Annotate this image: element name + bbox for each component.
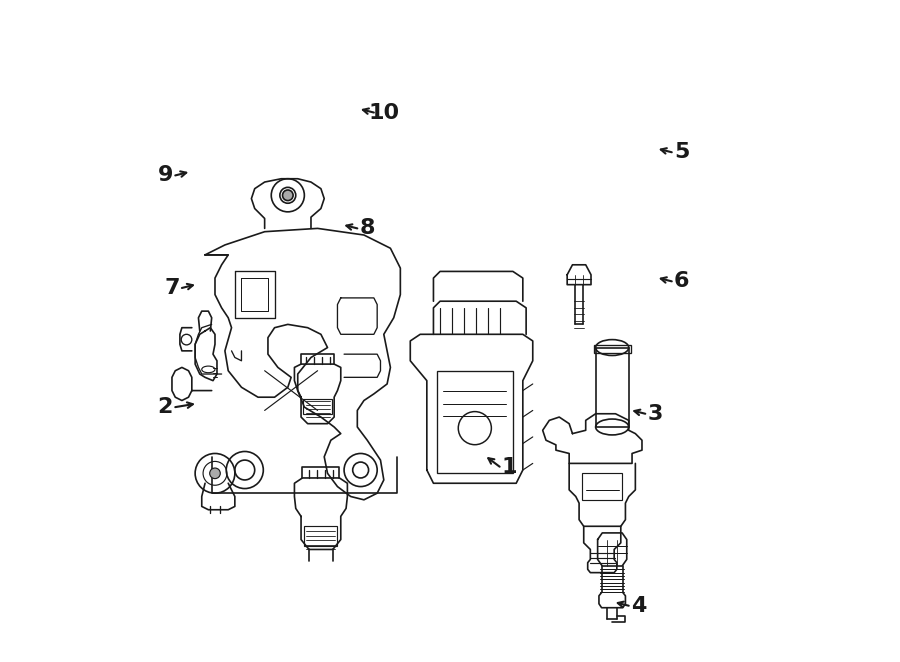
Circle shape xyxy=(283,190,293,201)
Text: 6: 6 xyxy=(674,271,689,291)
Circle shape xyxy=(210,468,220,479)
Text: 10: 10 xyxy=(368,103,400,122)
Text: 1: 1 xyxy=(502,457,518,477)
Text: 8: 8 xyxy=(359,218,375,238)
Text: 7: 7 xyxy=(164,278,180,298)
Text: 4: 4 xyxy=(631,596,646,616)
Bar xyxy=(303,399,332,414)
Bar xyxy=(304,526,338,546)
Bar xyxy=(436,371,513,473)
Text: 3: 3 xyxy=(647,404,663,424)
Bar xyxy=(594,345,631,353)
Text: 9: 9 xyxy=(158,166,173,185)
Text: 5: 5 xyxy=(674,142,689,162)
Bar xyxy=(596,348,629,427)
Bar xyxy=(582,473,622,500)
Text: 2: 2 xyxy=(158,397,173,417)
